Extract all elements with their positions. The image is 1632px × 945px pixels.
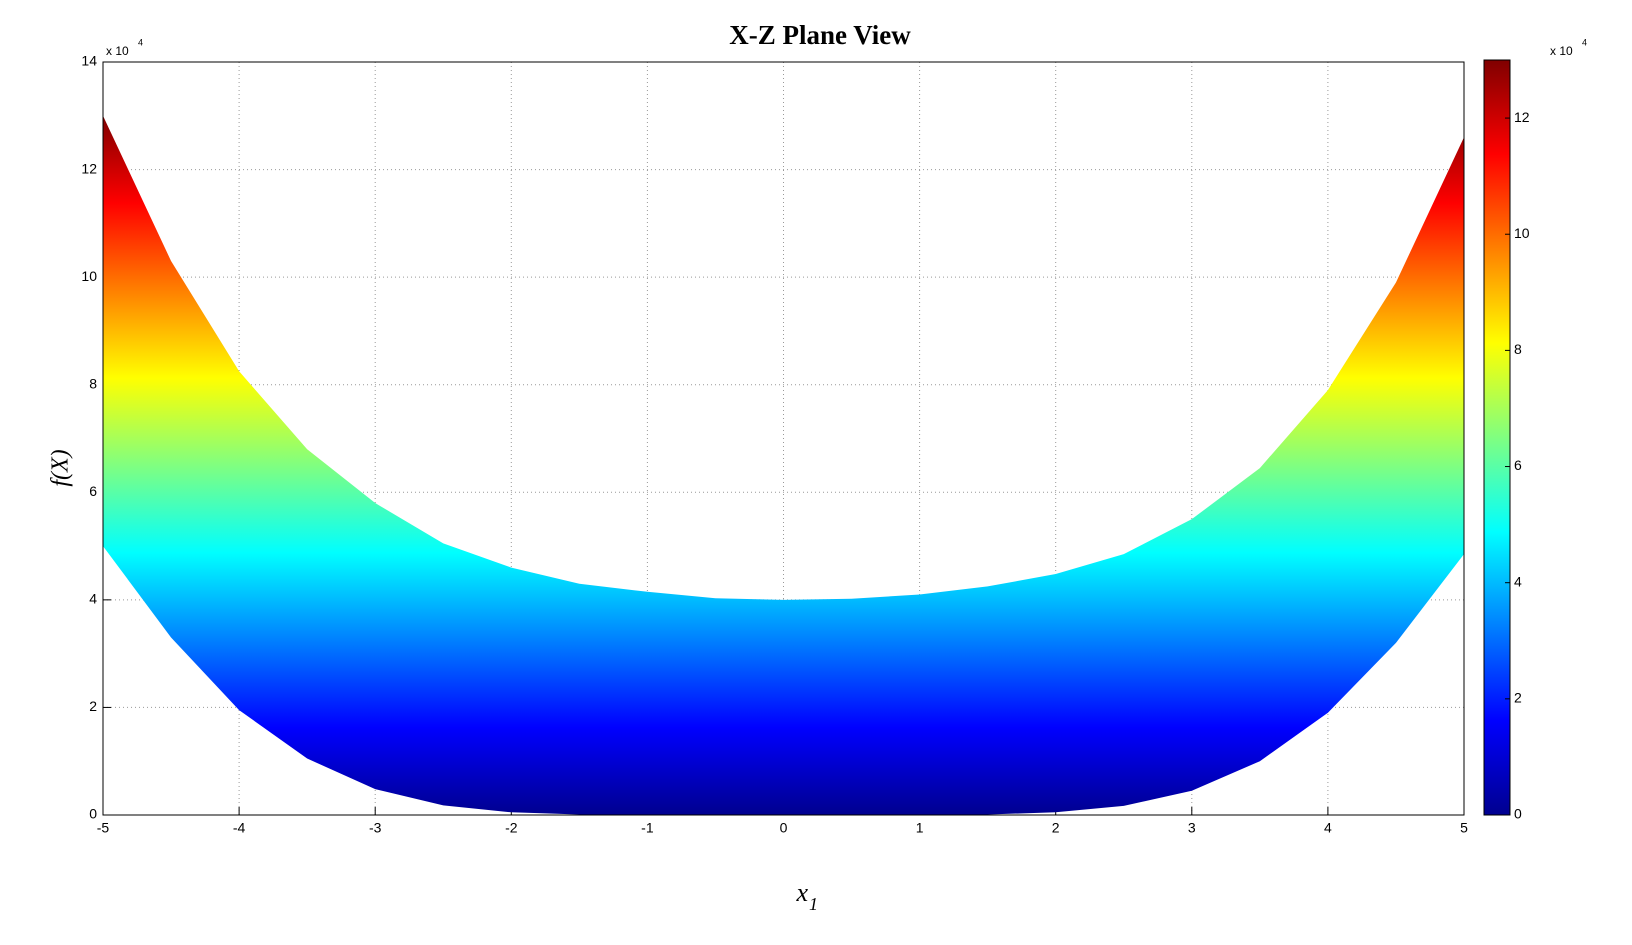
x-axis-label-subscript: 1: [809, 894, 818, 914]
colorbar: [1483, 59, 1511, 816]
band-area: [103, 115, 1464, 816]
y-tick-label: 14: [81, 53, 97, 69]
y-tick-label: 6: [89, 483, 97, 499]
x-tick-label: -4: [233, 820, 246, 836]
y-tick-label: 4: [89, 591, 97, 607]
colorbar-tick-label: 2: [1514, 690, 1522, 706]
x-tick-label: 2: [1052, 820, 1060, 836]
chart-title: X-Z Plane View: [729, 20, 911, 50]
plot-frame: [102, 61, 1465, 816]
colorbar-tick-label: 10: [1514, 225, 1530, 241]
x-tick-label: 5: [1460, 820, 1468, 836]
x-tick-label: -3: [369, 820, 382, 836]
colorbar-tick-label: 4: [1514, 573, 1522, 589]
y-tick-label: 10: [81, 268, 97, 284]
x-tick-label: -1: [641, 820, 654, 836]
x-tick-label: 1: [916, 820, 924, 836]
x-tick-label: 0: [780, 820, 788, 836]
colorbar-exponent: x 10: [1550, 44, 1573, 58]
y-tick-label: 12: [81, 160, 97, 176]
y-exponent: x 10: [106, 44, 129, 58]
y-tick-label: 2: [89, 698, 97, 714]
x-axis-label: x: [795, 878, 808, 907]
x-tick-label: -5: [97, 820, 110, 836]
colorbar-tick-label: 0: [1514, 806, 1522, 822]
y-exponent-power: 4: [138, 37, 143, 47]
y-tick-label: 0: [89, 806, 97, 822]
colorbar-tick-label: 12: [1514, 109, 1530, 125]
y-tick-label: 8: [89, 375, 97, 391]
y-axis-label: f(X): [48, 449, 74, 486]
colorbar-exponent-power: 4: [1582, 37, 1587, 47]
colorbar-tick-label: 8: [1514, 341, 1522, 357]
x-tick-label: 4: [1324, 820, 1332, 836]
colorbar-tick-label: 6: [1514, 457, 1522, 473]
x-tick-label: -2: [505, 820, 518, 836]
x-tick-label: 3: [1188, 820, 1196, 836]
